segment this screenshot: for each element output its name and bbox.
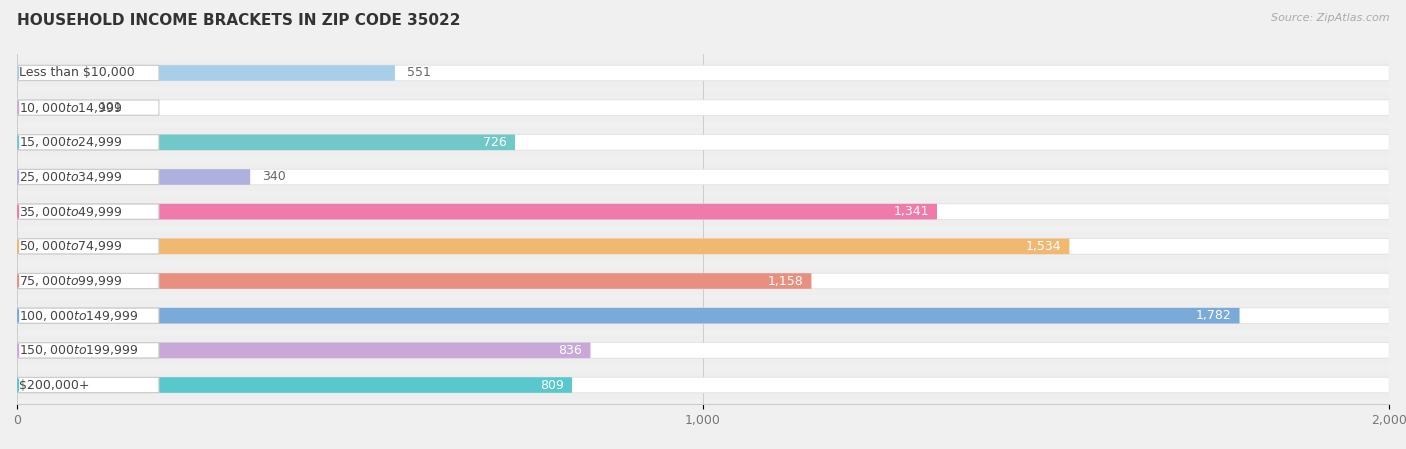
FancyBboxPatch shape [17,198,1389,226]
FancyBboxPatch shape [18,66,159,80]
FancyBboxPatch shape [17,135,515,150]
FancyBboxPatch shape [17,128,1389,157]
FancyBboxPatch shape [18,308,159,323]
Text: $25,000 to $34,999: $25,000 to $34,999 [18,170,122,184]
FancyBboxPatch shape [17,204,936,220]
Text: $15,000 to $24,999: $15,000 to $24,999 [18,135,122,150]
FancyBboxPatch shape [18,100,159,115]
Text: HOUSEHOLD INCOME BRACKETS IN ZIP CODE 35022: HOUSEHOLD INCOME BRACKETS IN ZIP CODE 35… [17,13,460,28]
FancyBboxPatch shape [17,238,1389,254]
Text: Less than $10,000: Less than $10,000 [18,66,135,79]
FancyBboxPatch shape [17,273,1389,289]
Text: $75,000 to $99,999: $75,000 to $99,999 [18,274,122,288]
FancyBboxPatch shape [17,100,1389,115]
FancyBboxPatch shape [17,232,1389,260]
Text: 809: 809 [540,379,564,392]
FancyBboxPatch shape [17,301,1389,330]
Text: $100,000 to $149,999: $100,000 to $149,999 [18,308,138,323]
Text: 1,341: 1,341 [893,205,929,218]
Text: 836: 836 [558,344,582,357]
FancyBboxPatch shape [17,377,572,393]
Text: $150,000 to $199,999: $150,000 to $199,999 [18,343,138,357]
FancyBboxPatch shape [17,371,1389,399]
FancyBboxPatch shape [17,93,1389,122]
FancyBboxPatch shape [18,169,159,185]
Text: 101: 101 [98,101,122,114]
FancyBboxPatch shape [18,273,159,289]
FancyBboxPatch shape [18,239,159,254]
FancyBboxPatch shape [17,273,811,289]
Text: $50,000 to $74,999: $50,000 to $74,999 [18,239,122,253]
Text: $200,000+: $200,000+ [18,379,89,392]
Text: 1,782: 1,782 [1195,309,1232,322]
Text: 726: 726 [484,136,506,149]
FancyBboxPatch shape [17,343,1389,358]
FancyBboxPatch shape [17,65,1389,81]
FancyBboxPatch shape [17,169,250,185]
FancyBboxPatch shape [17,336,1389,365]
FancyBboxPatch shape [17,377,1389,393]
FancyBboxPatch shape [17,204,1389,220]
FancyBboxPatch shape [17,343,591,358]
FancyBboxPatch shape [17,238,1070,254]
Text: 340: 340 [263,171,287,184]
FancyBboxPatch shape [17,308,1389,323]
Text: $10,000 to $14,999: $10,000 to $14,999 [18,101,122,114]
FancyBboxPatch shape [18,378,159,392]
FancyBboxPatch shape [17,267,1389,295]
FancyBboxPatch shape [18,343,159,358]
FancyBboxPatch shape [17,163,1389,191]
Text: 1,158: 1,158 [768,274,803,287]
Text: 1,534: 1,534 [1025,240,1062,253]
FancyBboxPatch shape [17,135,1389,150]
Text: 551: 551 [408,66,432,79]
FancyBboxPatch shape [17,100,86,115]
FancyBboxPatch shape [17,59,1389,87]
Text: Source: ZipAtlas.com: Source: ZipAtlas.com [1271,13,1389,23]
FancyBboxPatch shape [18,135,159,150]
FancyBboxPatch shape [18,204,159,219]
FancyBboxPatch shape [17,169,1389,185]
Text: $35,000 to $49,999: $35,000 to $49,999 [18,205,122,219]
FancyBboxPatch shape [17,65,395,81]
FancyBboxPatch shape [17,308,1240,323]
